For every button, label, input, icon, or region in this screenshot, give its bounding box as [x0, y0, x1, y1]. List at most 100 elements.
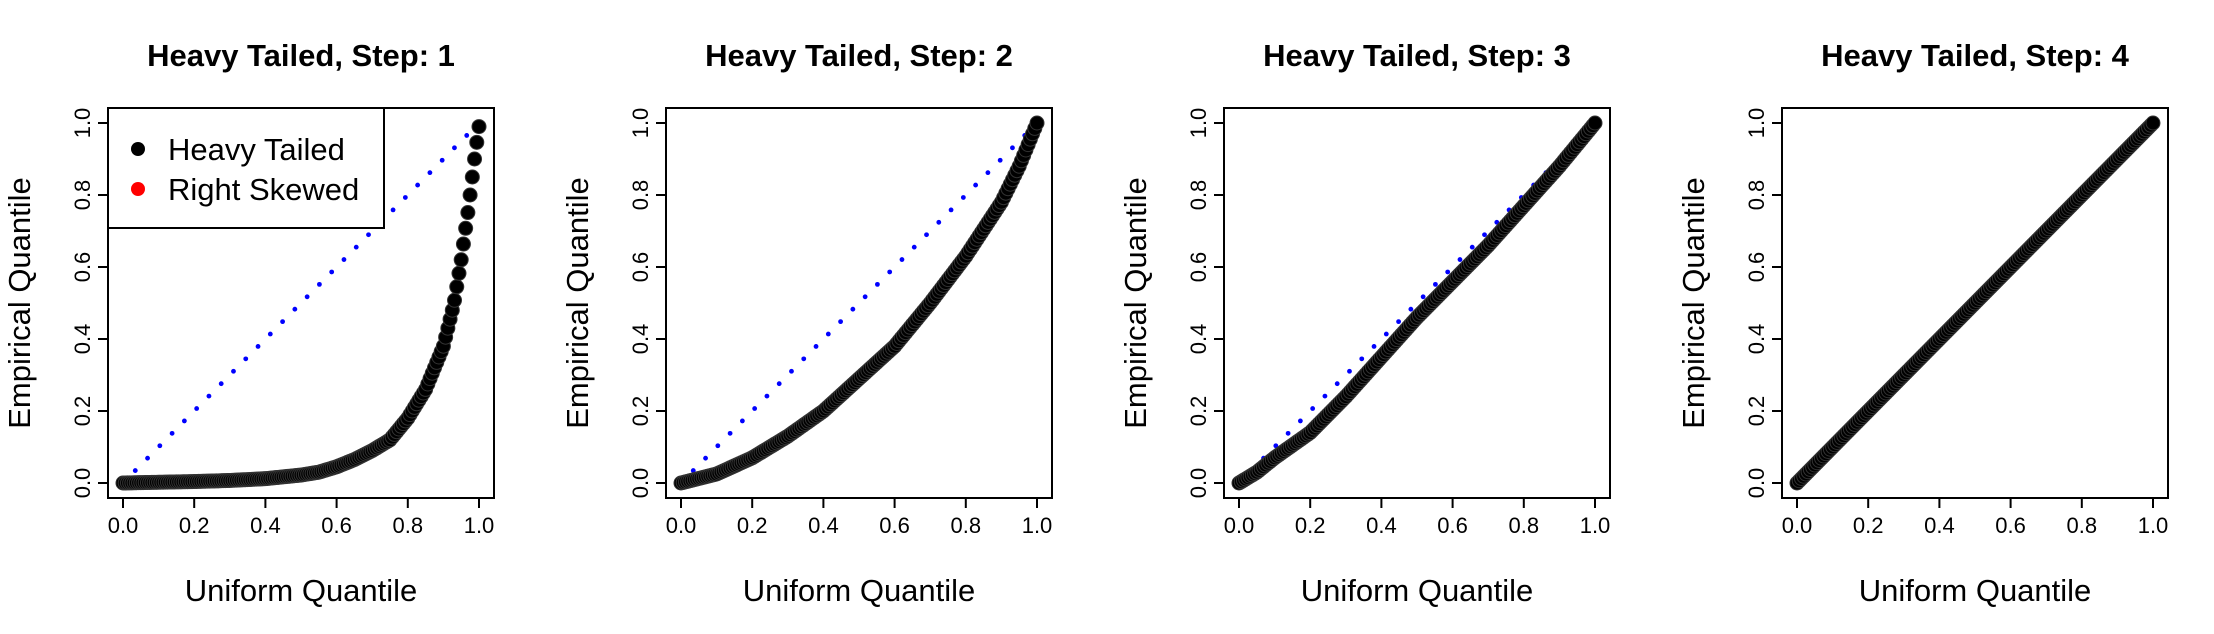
legend-label: Heavy Tailed [168, 132, 345, 167]
reference-dot [764, 393, 770, 399]
panel-2: Heavy Tailed, Step: 2 0.0 0.2 0.4 0.6 0.8 1.0 0… [560, 38, 1053, 608]
reference-dot [899, 257, 905, 262]
reference-dot [985, 170, 991, 176]
reference-dot [169, 430, 175, 436]
reference-dot [739, 418, 745, 424]
reference-dot [825, 331, 831, 337]
y-tick-label: 0.0 [70, 468, 95, 499]
reference-dot [1445, 269, 1451, 275]
y-tick-label: 1.0 [1186, 108, 1211, 139]
reference-dot [1010, 145, 1015, 151]
reference-dot [1457, 257, 1463, 262]
y-axis-label: Empirical Quantile [1118, 177, 1153, 429]
reference-line [690, 133, 1028, 473]
y-tick-label: 0.4 [1186, 324, 1211, 355]
y-tick-label: 0.4 [70, 324, 95, 355]
y-tick-label: 0.4 [628, 324, 653, 355]
reference-dot [452, 145, 457, 151]
data-point [464, 169, 480, 185]
reference-dot [997, 157, 1003, 163]
data-point [1029, 115, 1045, 131]
x-tick-label: 0.6 [879, 513, 910, 538]
data-point [462, 187, 478, 203]
reference-dot [206, 393, 212, 399]
y-tick-label: 0.0 [628, 468, 653, 499]
y-tick-label: 0.8 [1186, 180, 1211, 211]
reference-dot [231, 368, 236, 374]
x-tick-label: 0.8 [951, 513, 982, 538]
reference-dot [194, 406, 200, 411]
reference-dot [948, 207, 954, 213]
y-tick-label: 0.2 [1744, 396, 1769, 427]
empirical-points [115, 119, 487, 491]
reference-dot [1297, 418, 1303, 424]
x-tick-label: 0.6 [1995, 513, 2026, 538]
reference-dot [703, 455, 708, 461]
reference-dot [875, 281, 880, 287]
data-point [447, 292, 463, 308]
reference-dot [402, 195, 408, 200]
reference-dot [715, 443, 721, 449]
reference-dot [1420, 294, 1426, 300]
reference-dot [1408, 306, 1414, 312]
x-tick-label: 0.2 [179, 513, 210, 538]
y-tick-label: 1.0 [628, 108, 653, 139]
reference-dot [1359, 356, 1365, 362]
reference-dot [1469, 244, 1475, 250]
chart-title: Heavy Tailed, Step: 1 [147, 38, 455, 73]
y-tick-label: 0.0 [1744, 468, 1769, 499]
reference-dot [427, 170, 433, 176]
x-tick-label: 0.6 [1437, 513, 1468, 538]
x-axis-label: Uniform Quantile [185, 573, 418, 608]
reference-dot [838, 319, 843, 325]
legend: Heavy Tailed Right Skewed [107, 107, 385, 229]
y-axis-label: Empirical Quantile [1676, 177, 1711, 429]
y-tick-label: 0.8 [628, 180, 653, 211]
legend-box [107, 107, 385, 229]
y-tick-label: 1.0 [70, 108, 95, 139]
reference-dot [776, 381, 782, 387]
x-tick-label: 0.2 [737, 513, 768, 538]
chart-title: Heavy Tailed, Step: 3 [1263, 38, 1571, 73]
reference-dot [132, 468, 138, 473]
legend-marker [131, 142, 145, 156]
x-tick-label: 0.2 [1853, 513, 1884, 538]
reference-dot [304, 294, 310, 300]
x-tick-label: 0.6 [321, 513, 352, 538]
reference-dot [911, 244, 917, 250]
legend-label: Right Skewed [168, 172, 359, 207]
reference-dot [1371, 344, 1377, 349]
reference-dot [924, 232, 929, 238]
x-tick-label: 0.8 [1509, 513, 1540, 538]
reference-dot [353, 244, 359, 250]
reference-dot [267, 331, 273, 337]
data-point [467, 151, 483, 167]
chart-title: Heavy Tailed, Step: 2 [705, 38, 1013, 73]
reference-dot [1322, 393, 1328, 399]
data-point [458, 220, 474, 236]
reference-dot [329, 269, 335, 275]
panel-1: Heavy Tailed, Step: 1 0.0 0.2 0.4 0.6 0.8 1.0 0… [2, 38, 495, 608]
empirical-points [1789, 115, 2161, 491]
panel-3: Heavy Tailed, Step: 3 0.0 0.2 0.4 0.6 0.8 1.0 0… [1118, 38, 1611, 608]
reference-dot [862, 294, 868, 300]
x-tick-label: 1.0 [2138, 513, 2169, 538]
y-axis-label: Empirical Quantile [560, 177, 595, 429]
reference-dot [181, 418, 187, 424]
reference-dot [690, 468, 696, 473]
reference-dot [973, 182, 979, 188]
x-tick-label: 0.0 [666, 513, 697, 538]
empirical-points [673, 115, 1045, 491]
data-point [453, 252, 469, 268]
reference-dot [813, 344, 819, 349]
data-point [1587, 115, 1603, 131]
reference-dot [255, 344, 261, 349]
reference-dot [850, 306, 856, 312]
y-tick-label: 0.4 [1744, 324, 1769, 355]
x-tick-label: 0.2 [1295, 513, 1326, 538]
reference-dot [145, 455, 150, 461]
reference-dot [1310, 406, 1316, 411]
y-tick-label: 0.8 [1744, 180, 1769, 211]
y-tick-label: 1.0 [1744, 108, 1769, 139]
